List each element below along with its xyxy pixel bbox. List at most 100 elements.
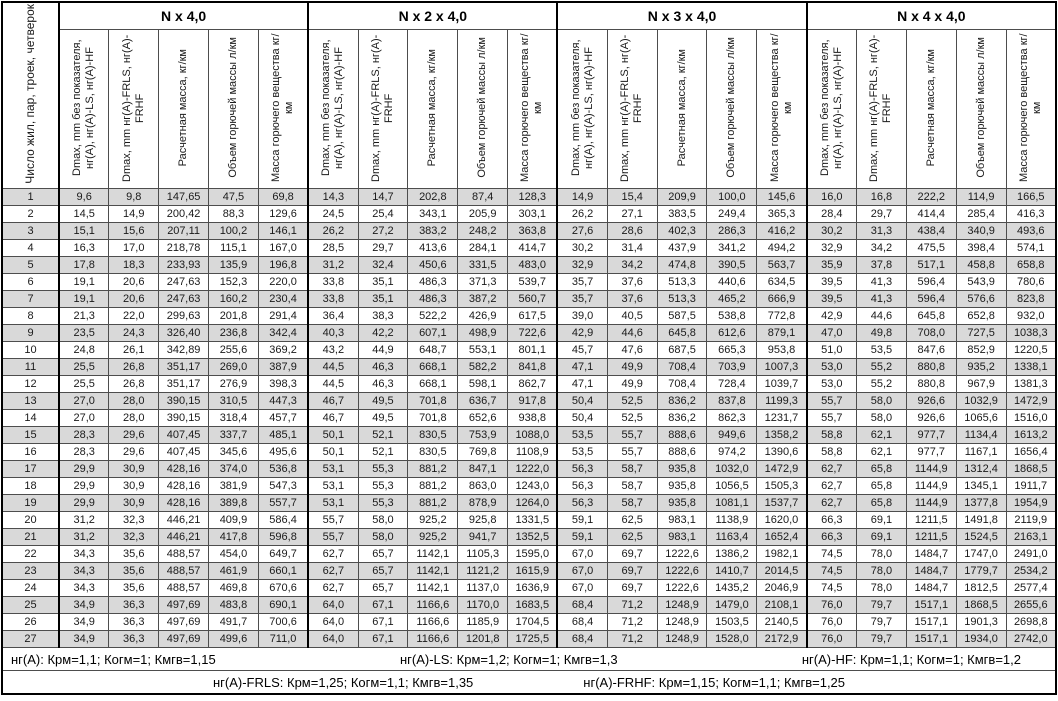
cell: 383,2 (407, 222, 459, 240)
cell: 862,3 (706, 409, 758, 427)
cell: 43,2 (307, 341, 359, 359)
cell: 447,3 (257, 392, 309, 410)
cell: 398,4 (955, 239, 1007, 257)
cell: 79,7 (856, 630, 907, 648)
cell: 413,6 (407, 239, 459, 257)
cell: 29,6 (108, 443, 160, 461)
cell: 56,3 (556, 477, 608, 495)
cell: 40,5 (606, 307, 658, 325)
cell: 402,3 (656, 222, 708, 240)
cell: 1868,5 (1005, 460, 1057, 478)
row-number: 22 (1, 545, 60, 563)
cell: 983,1 (656, 511, 708, 529)
corner-header: Число жил, пар, троек, четверок (1, 1, 60, 189)
cell: 69,1 (856, 528, 907, 546)
cell: 1248,9 (656, 630, 708, 648)
cell: 769,8 (457, 443, 509, 461)
cell: 830,5 (407, 426, 459, 444)
cell: 58,7 (606, 460, 658, 478)
cell: 64,0 (307, 596, 359, 614)
column-header-label: Объем горючей массы л/км (974, 37, 987, 178)
cell: 1954,9 (1005, 494, 1057, 512)
cell: 949,6 (706, 426, 758, 444)
cell: 925,2 (407, 528, 459, 546)
cell: 1166,6 (407, 630, 459, 648)
cell: 34,9 (58, 630, 110, 648)
cell: 1163,4 (706, 528, 758, 546)
cell: 218,78 (158, 239, 210, 257)
cell: 1142,1 (407, 562, 459, 580)
cell: 31,2 (58, 511, 110, 529)
cell: 1381,3 (1005, 375, 1057, 393)
table-row: 10 24,8 26,1 342,89 255,6 369,2 43,2 44,9 648,7 5… (1, 341, 1057, 359)
cell: 20,6 (108, 290, 160, 308)
cell: 46,7 (307, 409, 359, 427)
cell: 701,8 (407, 409, 459, 427)
cell: 36,4 (307, 307, 359, 325)
cell: 666,9 (756, 290, 808, 308)
cell: 53,5 (556, 426, 608, 444)
cell: 28,3 (58, 426, 110, 444)
cell: 438,4 (905, 222, 957, 240)
cell: 1615,9 (507, 562, 558, 580)
cell: 201,8 (208, 307, 259, 325)
cell: 880,8 (905, 358, 957, 376)
cell: 39,5 (805, 290, 857, 308)
cell: 2698,8 (1005, 613, 1057, 631)
cell: 390,5 (706, 256, 758, 274)
cell: 58,0 (357, 528, 409, 546)
column-header: Dmax, mm нг(A)-FRLS, нг(A)-FRHF (606, 29, 658, 189)
cell: 495,6 (257, 443, 309, 461)
cell: 1032,9 (955, 392, 1007, 410)
row-number: 6 (1, 273, 60, 291)
cell: 417,8 (208, 528, 259, 546)
cell: 888,6 (656, 443, 708, 461)
cell: 310,5 (208, 392, 259, 410)
cell: 326,40 (158, 324, 210, 342)
cell: 47,1 (556, 375, 608, 393)
cell: 563,7 (756, 256, 808, 274)
column-header-label: Dmax, mm нг(A)-FRLS, нг(A)-FRHF (868, 33, 894, 182)
column-header-label: Dmax, mm нг(A)-FRLS, нг(A)-FRHF (370, 33, 395, 182)
cell: 1390,6 (756, 443, 808, 461)
cell: 41,3 (856, 273, 907, 291)
cell: 587,5 (656, 307, 708, 325)
cell: 1166,6 (407, 596, 459, 614)
cell: 977,7 (905, 443, 957, 461)
cell: 935,8 (656, 494, 708, 512)
column-header-label: Масса горючего вещества кг/км (519, 33, 545, 182)
cell: 446,21 (158, 511, 210, 529)
cell: 35,1 (357, 290, 409, 308)
cell: 35,6 (108, 545, 160, 563)
cell: 9,6 (58, 188, 110, 206)
cell: 247,63 (158, 290, 210, 308)
cell: 1484,7 (905, 545, 957, 563)
cell: 342,4 (257, 324, 309, 342)
table-row: 16 28,3 29,6 407,45 345,6 495,6 50,1 52,1 830,5 7… (1, 443, 1057, 461)
cell: 1345,1 (955, 477, 1007, 495)
cell: 486,3 (407, 273, 459, 291)
cell: 20,6 (108, 273, 160, 291)
column-header: Масса горючего вещества кг/км (507, 29, 558, 189)
cell: 52,5 (606, 392, 658, 410)
cell: 205,9 (457, 205, 509, 223)
cell: 374,0 (208, 460, 259, 478)
cell: 62,7 (805, 477, 857, 495)
cell: 2655,6 (1005, 596, 1057, 614)
cell: 33,8 (307, 273, 359, 291)
cell: 701,8 (407, 392, 459, 410)
table-row: 20 31,2 32,3 446,21 409,9 586,4 55,7 58,0 925,2 9… (1, 511, 1057, 529)
cell: 269,0 (208, 358, 259, 376)
column-header-label: Dmax, mm нг(A)-FRLS, нг(A)-FRHF (619, 33, 645, 182)
cell: 343,1 (407, 205, 459, 223)
cell: 1484,7 (905, 562, 957, 580)
table-row: 26 34,9 36,3 497,69 491,7 700,6 64,0 67,1 1166,6… (1, 613, 1057, 631)
cell: 55,3 (357, 494, 409, 512)
cell: 147,65 (158, 188, 210, 206)
row-number: 25 (1, 596, 60, 614)
cell: 703,9 (706, 358, 758, 376)
cell: 953,8 (756, 341, 808, 359)
table-row: 5 17,8 18,3 233,93 135,9 196,8 31,2 32,4 450,6 33… (1, 256, 1057, 274)
cell: 574,1 (1005, 239, 1057, 257)
cell: 450,6 (407, 256, 459, 274)
